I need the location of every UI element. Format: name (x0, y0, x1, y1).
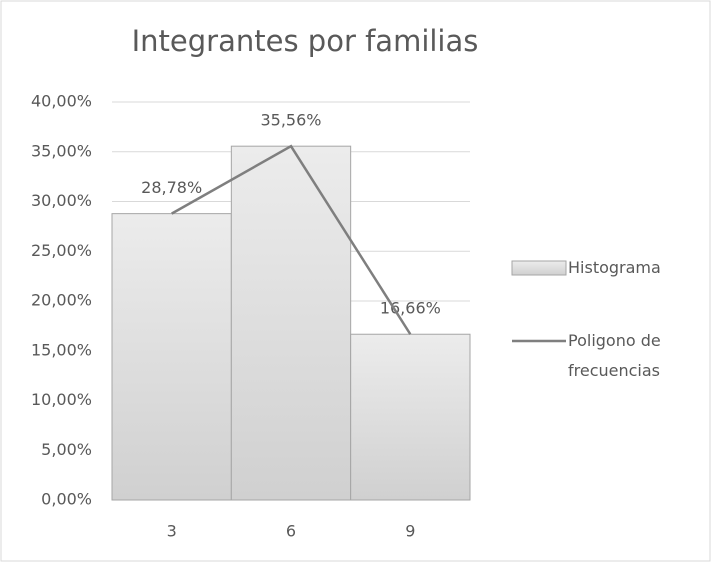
y-tick-label: 15,00% (31, 340, 92, 359)
legend-label: Histograma (568, 258, 661, 277)
y-tick-label: 40,00% (31, 92, 92, 111)
legend-item: Histograma (568, 258, 661, 277)
legend-swatch (511, 260, 567, 276)
y-tick-label: 10,00% (31, 390, 92, 409)
x-tick-label: 6 (286, 522, 296, 541)
y-tick-label: 5,00% (41, 440, 92, 459)
bar (111, 213, 232, 501)
x-tick-label: 3 (167, 522, 177, 541)
data-label: 28,78% (141, 178, 202, 197)
legend-label: Poligono de frecuencias (568, 331, 661, 380)
bar (230, 145, 352, 501)
legend-item: Poligono de frecuencias (568, 331, 661, 380)
y-tick-label: 35,00% (31, 141, 92, 160)
x-tick-label: 9 (405, 522, 415, 541)
y-tick-label: 30,00% (31, 191, 92, 210)
y-tick-label: 25,00% (31, 241, 92, 260)
data-label: 16,66% (380, 299, 441, 318)
y-tick-label: 20,00% (31, 291, 92, 310)
bar (350, 333, 471, 501)
data-label: 35,56% (260, 111, 321, 130)
line (171, 144, 412, 335)
chart-title: Integrantes por familias (132, 24, 479, 58)
y-tick-label: 0,00% (41, 490, 92, 509)
